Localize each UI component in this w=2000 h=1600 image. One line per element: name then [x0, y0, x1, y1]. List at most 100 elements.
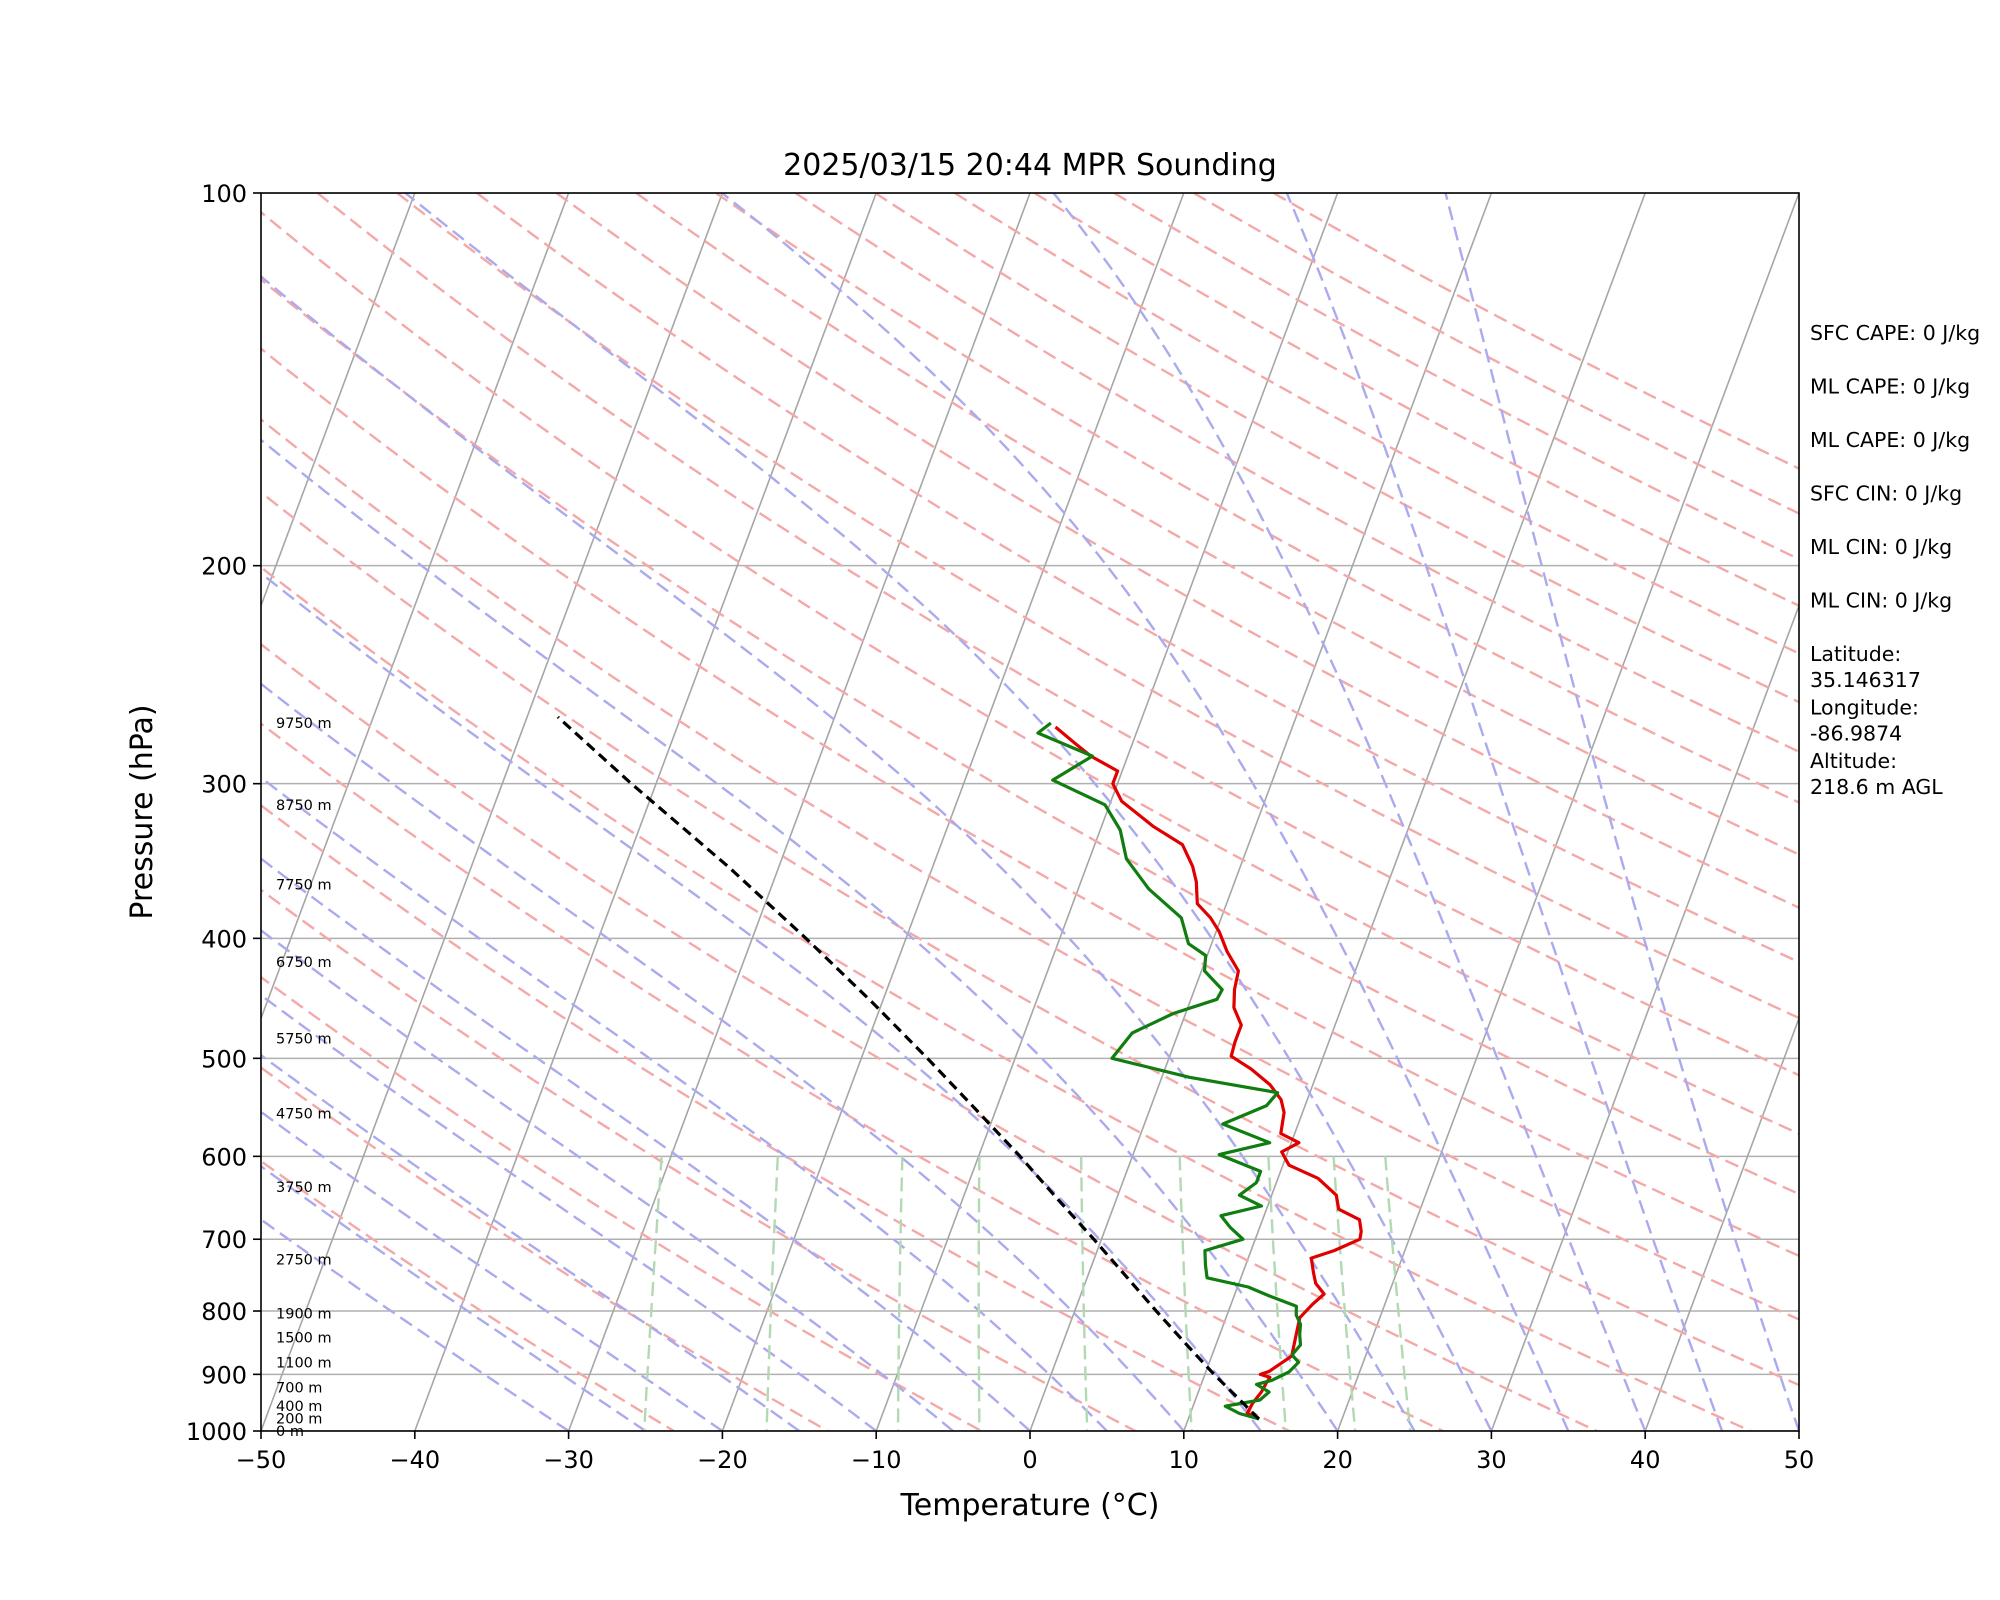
dry-adiabat-line [261, 1066, 831, 1431]
isotherm-line [414, 193, 877, 1431]
x-tick-label: −40 [389, 1446, 440, 1474]
dry-adiabat-line [316, 193, 1799, 1077]
dry-adiabat-line [261, 888, 1138, 1431]
isotherm-lines [261, 193, 1799, 1431]
isotherm-line [1336, 193, 1799, 1431]
dry-adiabat-line [261, 722, 1446, 1431]
isotherm-line [1029, 193, 1493, 1431]
moist-adiabat-line [261, 1053, 801, 1431]
moist-adiabat-line [261, 571, 1262, 1431]
height-label: 9750 m [276, 716, 332, 732]
x-tick-label: 40 [1630, 1446, 1661, 1474]
sounding-parameter: ML CIN: 0 J/kg [1810, 535, 1952, 559]
x-axis: −50 −40 −30 −20 −10 0 10 20 30 40 50 [236, 1431, 1815, 1474]
moist-adiabat-line [404, 193, 1493, 1431]
moist-adiabat-line [261, 993, 877, 1431]
y-tick-label: 200 [201, 553, 247, 581]
mixing-ratio-line [765, 1156, 779, 1431]
y-tick-label: 300 [201, 771, 247, 799]
mixing-ratio-line [896, 1156, 904, 1431]
height-label: 5750 m [276, 1032, 332, 1048]
moist-adiabat-line [1444, 193, 1799, 1431]
height-label: 3750 m [276, 1180, 332, 1196]
mixing-ratio-line [1384, 1156, 1412, 1431]
isotherm-line [567, 193, 1031, 1431]
dry-adiabat-line [261, 565, 1754, 1431]
x-tick-label: −20 [697, 1446, 748, 1474]
mixing-ratio-lines [643, 1156, 1412, 1431]
sounding-parameter: SFC CAPE: 0 J/kg [1810, 321, 1980, 345]
sounding-parameter: ML CAPE: 0 J/kg [1810, 428, 1970, 452]
sounding-parameter: Altitude: 218.6 m AGL [1810, 749, 1943, 799]
x-tick-label: −10 [851, 1446, 902, 1474]
isotherm-line [261, 193, 724, 1431]
dewpoint-trace [1036, 721, 1303, 1421]
dry-adiabat-line [1033, 193, 1799, 608]
y-axis-title: Pressure (hPa) [125, 704, 160, 919]
chart-title: 2025/03/15 20:44 MPR Sounding [783, 148, 1277, 183]
sounding-parameter: Longitude: -86.9874 [1810, 696, 1919, 746]
height-label: 4750 m [276, 1106, 332, 1122]
x-tick-label: 50 [1784, 1446, 1815, 1474]
dry-adiabat-lines [261, 193, 1799, 1431]
moist-adiabat-line [261, 776, 1108, 1431]
moist-adiabat-line [261, 928, 954, 1431]
height-label: 1900 m [276, 1307, 332, 1323]
dry-adiabat-line [1272, 193, 1799, 470]
height-label: 1500 m [276, 1330, 332, 1346]
mixing-ratio-line [1178, 1156, 1193, 1431]
y-tick-label: 700 [201, 1226, 247, 1254]
isotherm-line [1490, 603, 1799, 1431]
sounding-parameter: ML CIN: 0 J/kg [1810, 589, 1952, 613]
x-axis-title: Temperature (°C) [900, 1488, 1160, 1523]
height-label: 0 m [276, 1424, 304, 1440]
moist-adiabat-line [261, 857, 1031, 1431]
sounding-traces [556, 715, 1363, 1421]
dry-adiabat-line [635, 193, 1799, 856]
moist-adiabat-line [721, 193, 1570, 1431]
sounding-parameter: Latitude: 35.146317 [1810, 642, 1921, 692]
dry-adiabat-line [261, 418, 1799, 1321]
height-label: 2750 m [276, 1253, 332, 1269]
isobar-gridlines [261, 193, 1799, 1431]
moist-adiabat-line [261, 682, 1185, 1431]
sounding-parameter: ML CAPE: 0 J/kg [1810, 375, 1970, 399]
dry-adiabat-line [1113, 193, 1799, 561]
dry-adiabat-line [555, 193, 1799, 910]
dry-adiabat-line [261, 1159, 677, 1431]
x-tick-label: −30 [543, 1446, 594, 1474]
y-tick-label: 1000 [186, 1418, 247, 1446]
isotherm-line [875, 193, 1339, 1431]
y-tick-label: 900 [201, 1361, 247, 1389]
isotherm-line [721, 193, 1185, 1431]
height-label: 8750 m [276, 798, 332, 814]
x-tick-label: 20 [1322, 1446, 1353, 1474]
height-label: 7750 m [276, 878, 332, 894]
moist-adiabat-lines [261, 193, 1799, 1431]
mixing-ratio-line [1080, 1156, 1089, 1431]
height-label: 1100 m [276, 1355, 332, 1371]
y-tick-label: 600 [201, 1143, 247, 1171]
mixing-ratio-line [1267, 1156, 1288, 1431]
moist-adiabat-line [261, 1164, 647, 1431]
dry-adiabat-line [261, 210, 1799, 1136]
dry-adiabat-line [261, 975, 985, 1431]
isotherm-line [1644, 1016, 1799, 1431]
temperature-trace [1054, 725, 1363, 1421]
isotherm-line [261, 193, 570, 1021]
height-label: 700 m [276, 1380, 322, 1396]
sounding-parameters-panel: SFC CAPE: 0 J/kg ML CAPE: 0 J/kg ML CAPE: … [1810, 321, 1980, 799]
isotherm-line [261, 193, 416, 608]
x-tick-label: −50 [236, 1446, 287, 1474]
x-tick-label: 10 [1169, 1446, 1200, 1474]
x-tick-label: 0 [1022, 1446, 1037, 1474]
dry-adiabat-line [715, 193, 1799, 804]
y-axis: 100 200 300 400 500 600 700 800 900 1000 [186, 180, 261, 1446]
moist-adiabat-line [1052, 193, 1647, 1431]
height-label: 200 m [276, 1411, 322, 1427]
plot-area [261, 193, 1799, 1431]
moist-adiabat-line [261, 438, 1339, 1431]
